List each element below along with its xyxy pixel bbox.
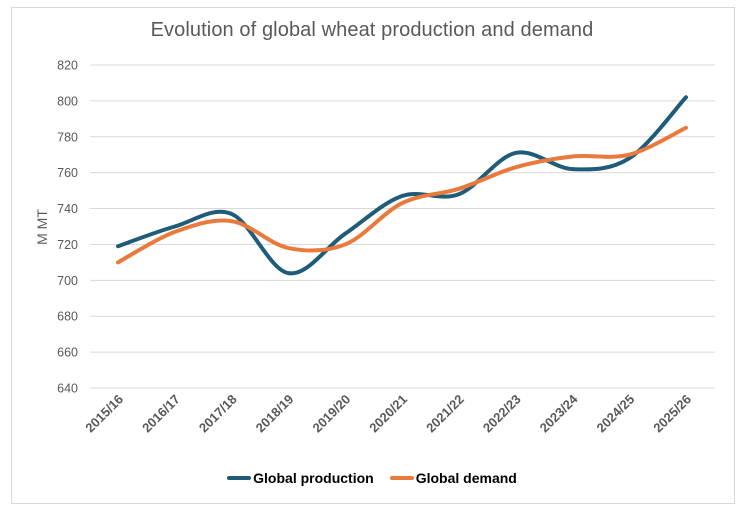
x-tick-label: 2018/19 (253, 392, 297, 436)
y-axis-ticks: 640 660 680 700 720 740 760 780 800 820 (57, 59, 78, 396)
x-tick-label: 2025/26 (650, 392, 694, 436)
series-line-global-demand[interactable] (116, 125, 688, 265)
gridlines (90, 64, 715, 389)
x-tick-label: 2024/25 (593, 392, 637, 436)
y-tick-label: 780 (57, 130, 78, 144)
legend: Global production Global demand (0, 470, 744, 486)
series-lines (116, 95, 688, 276)
legend-item-demand[interactable]: Global demand (389, 470, 517, 486)
legend-swatch-demand (389, 476, 414, 480)
legend-label-demand: Global demand (415, 470, 517, 486)
x-tick-label: 2019/20 (309, 392, 353, 436)
x-tick-label: 2021/22 (423, 392, 467, 436)
y-tick-label: 680 (57, 310, 78, 324)
legend-item-production[interactable]: Global production (227, 470, 374, 486)
y-tick-label: 720 (57, 238, 78, 252)
y-tick-label: 740 (57, 202, 78, 216)
y-tick-label: 640 (57, 382, 78, 396)
y-tick-label: 820 (57, 59, 78, 73)
y-tick-label: 800 (57, 94, 78, 108)
legend-swatch-production (227, 476, 252, 480)
x-tick-label: 2016/17 (139, 392, 183, 436)
x-tick-label: 2023/24 (537, 391, 581, 435)
chart-title: Evolution of global wheat production and… (150, 19, 594, 41)
series-line-global-production[interactable] (116, 95, 688, 276)
y-tick-label: 700 (57, 274, 78, 288)
y-tick-label: 760 (57, 166, 78, 180)
x-tick-label: 2022/23 (480, 392, 524, 436)
x-tick-label: 2015/16 (82, 392, 126, 436)
y-tick-label: 660 (57, 346, 78, 360)
x-axis-ticks: 2015/16 2016/17 2017/18 2018/19 2019/20 2020/… (82, 391, 694, 435)
x-tick-label: 2017/18 (196, 392, 240, 436)
legend-label-production: Global production (253, 470, 374, 486)
y-axis-label: M MT (34, 209, 50, 245)
x-tick-label: 2020/21 (366, 392, 410, 436)
